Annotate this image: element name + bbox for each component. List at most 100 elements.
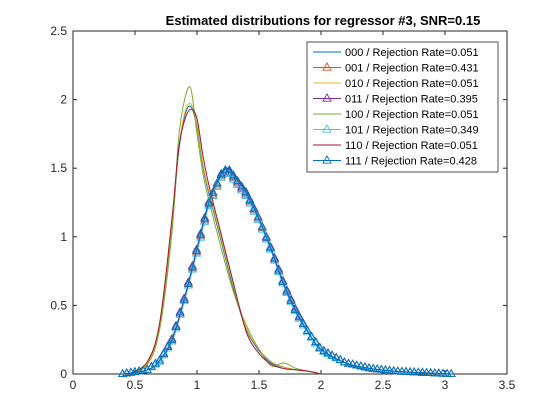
data-point-marker <box>212 178 222 187</box>
series-7 <box>118 164 456 377</box>
data-point-marker <box>290 304 300 313</box>
data-point-marker <box>323 348 333 357</box>
legend-label: 101 / Rejection Rate=0.349 <box>345 125 479 137</box>
data-point-marker <box>278 276 288 285</box>
data-point-marker <box>233 175 243 184</box>
data-point-marker <box>171 321 181 331</box>
legend: 000 / Rejection Rate=0.051 001 / Rejectio… <box>306 41 499 173</box>
data-point-marker <box>352 360 362 369</box>
legend-marker <box>322 62 332 71</box>
data-point-marker <box>241 186 251 195</box>
series-line <box>128 86 322 375</box>
data-point-marker <box>307 331 317 340</box>
data-point-marker <box>163 343 173 352</box>
legend-label: 001 / Rejection Rate=0.431 <box>345 63 479 75</box>
legend-box <box>306 41 499 173</box>
data-point-marker <box>187 262 197 271</box>
data-point-marker <box>245 197 255 206</box>
data-point-marker <box>237 181 247 190</box>
data-point-marker <box>253 214 263 223</box>
data-point-marker <box>343 358 354 367</box>
data-point-marker <box>315 343 325 352</box>
data-point-marker <box>265 244 276 253</box>
data-point-marker <box>380 365 391 374</box>
data-point-marker <box>200 214 210 223</box>
series-6 <box>128 108 322 375</box>
data-point-marker <box>224 164 234 174</box>
data-point-marker <box>175 309 185 318</box>
data-point-marker <box>286 297 296 306</box>
x-tick-label: 3 <box>442 378 449 392</box>
chart-title: Estimated distributions for regressor #3… <box>166 13 481 28</box>
data-point-marker <box>249 203 259 212</box>
y-tick-label: 0 <box>60 367 67 381</box>
data-point-marker <box>319 345 329 354</box>
y-tick-label: 2 <box>60 93 67 107</box>
data-point-marker <box>270 255 280 264</box>
data-point-marker <box>171 323 181 332</box>
data-point-marker <box>364 363 374 372</box>
x-tick-label: 0 <box>70 378 77 392</box>
data-point-marker <box>319 346 329 356</box>
data-point-marker <box>204 200 214 209</box>
legend-marker <box>322 124 332 133</box>
legend-label: 100 / Rejection Rate=0.051 <box>345 109 479 121</box>
data-point-marker <box>294 313 304 322</box>
data-point-marker <box>155 356 165 365</box>
legend-marker <box>322 155 332 164</box>
data-point-marker <box>278 278 288 287</box>
data-point-marker <box>179 296 189 305</box>
data-point-marker <box>167 336 177 345</box>
data-point-marker <box>179 294 189 303</box>
data-point-marker <box>253 213 263 222</box>
x-axis: 0 0.5 1 1.5 2 2.5 3 3.5 <box>70 31 516 392</box>
y-tick-label: 1 <box>60 230 67 244</box>
data-point-marker <box>331 352 341 361</box>
data-point-marker <box>339 357 349 366</box>
data-point-marker <box>191 248 202 257</box>
data-point-marker <box>200 216 210 225</box>
data-point-marker <box>253 212 263 221</box>
legend-label: 110 / Rejection Rate=0.051 <box>345 140 478 152</box>
data-point-marker <box>265 243 276 252</box>
x-tick-label: 0.5 <box>127 378 144 392</box>
data-point-marker <box>204 198 214 207</box>
data-point-marker <box>163 341 173 350</box>
data-point-marker <box>196 232 206 241</box>
series-4 <box>128 86 322 375</box>
y-tick-label: 1.5 <box>50 161 67 175</box>
data-point-marker <box>224 169 234 178</box>
y-tick-label: 2.5 <box>50 24 67 38</box>
data-point-marker <box>274 266 284 276</box>
data-point-marker <box>307 333 317 342</box>
y-axis: 0 0.5 1 1.5 2 2.5 <box>50 24 507 381</box>
data-point-marker <box>282 286 292 295</box>
legend-label: 010 / Rejection Rate=0.051 <box>345 78 479 90</box>
data-point-marker <box>257 222 267 231</box>
x-tick-label: 2.5 <box>375 378 392 392</box>
data-point-marker <box>286 295 296 304</box>
data-point-marker <box>372 364 382 373</box>
data-point-marker <box>294 312 304 321</box>
data-point-marker <box>228 170 239 179</box>
data-point-marker <box>257 224 267 233</box>
legend-item: 010 / Rejection Rate=0.051 <box>313 78 479 90</box>
data-point-marker <box>311 337 321 346</box>
x-tick-label: 1 <box>194 378 201 392</box>
data-point-marker <box>348 359 358 368</box>
data-point-marker <box>187 264 197 273</box>
data-point-marker <box>261 234 271 243</box>
data-point-marker <box>356 361 366 370</box>
legend-item: 000 / Rejection Rate=0.051 <box>313 47 479 59</box>
data-point-marker <box>327 350 337 359</box>
data-point-marker <box>175 308 185 317</box>
legend-label: 111 / Rejection Rate=0.428 <box>345 156 477 168</box>
x-tick-label: 1.5 <box>251 378 268 392</box>
data-point-marker <box>274 265 284 274</box>
data-point-marker <box>335 354 345 363</box>
data-point-marker <box>311 338 321 347</box>
data-point-marker <box>233 179 243 189</box>
data-point-marker <box>315 342 325 351</box>
data-point-marker <box>155 355 165 364</box>
data-point-marker <box>261 232 271 241</box>
